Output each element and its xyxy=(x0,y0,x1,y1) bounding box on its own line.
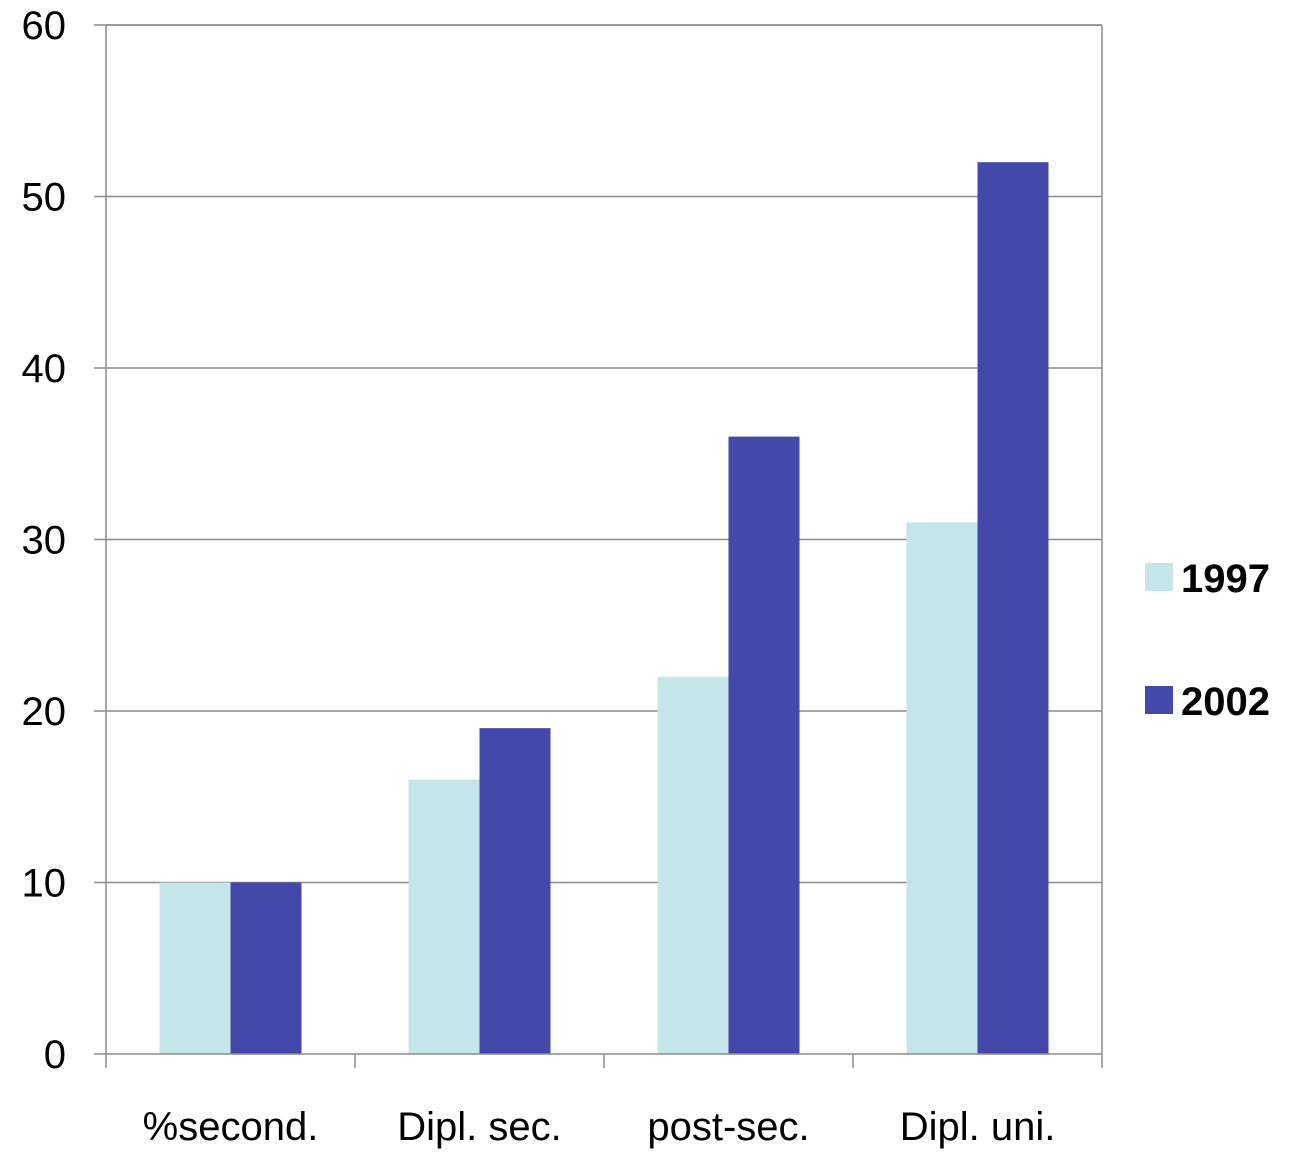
legend-label-1997: 1997 xyxy=(1181,557,1270,601)
bar-1997-1 xyxy=(408,779,480,1054)
y-tick-label: 0 xyxy=(44,1033,66,1077)
bar-1997-2 xyxy=(657,676,729,1054)
bar-2002-0 xyxy=(230,882,302,1054)
x-category-labels: %second. Dipl. sec. post-sec. Dipl. uni. xyxy=(143,1105,1056,1149)
x-category-label: post-sec. xyxy=(647,1105,809,1149)
y-tick-label: 50 xyxy=(22,176,67,220)
y-tick-label: 10 xyxy=(22,862,67,906)
x-category-label: Dipl. uni. xyxy=(900,1105,1056,1149)
bar-1997-0 xyxy=(159,882,231,1054)
bar-1997-3 xyxy=(906,522,978,1054)
legend: 1997 2002 xyxy=(1145,557,1270,724)
x-category-label: %second. xyxy=(143,1105,319,1149)
bars xyxy=(159,162,1049,1055)
legend-swatch-1997 xyxy=(1145,563,1173,591)
y-tick-labels: 0 10 20 30 40 50 60 xyxy=(22,4,67,1077)
y-tick-label: 30 xyxy=(22,519,67,563)
bar-2002-1 xyxy=(479,728,551,1054)
y-tick-label: 60 xyxy=(22,4,67,48)
y-tick-label: 40 xyxy=(22,347,67,391)
y-tick-label: 20 xyxy=(22,690,67,734)
legend-label-2002: 2002 xyxy=(1181,680,1270,724)
legend-swatch-2002 xyxy=(1145,686,1173,714)
x-category-label: Dipl. sec. xyxy=(397,1105,562,1149)
axes xyxy=(94,24,1103,1068)
bar-2002-3 xyxy=(977,162,1049,1054)
bar-2002-2 xyxy=(728,436,800,1055)
